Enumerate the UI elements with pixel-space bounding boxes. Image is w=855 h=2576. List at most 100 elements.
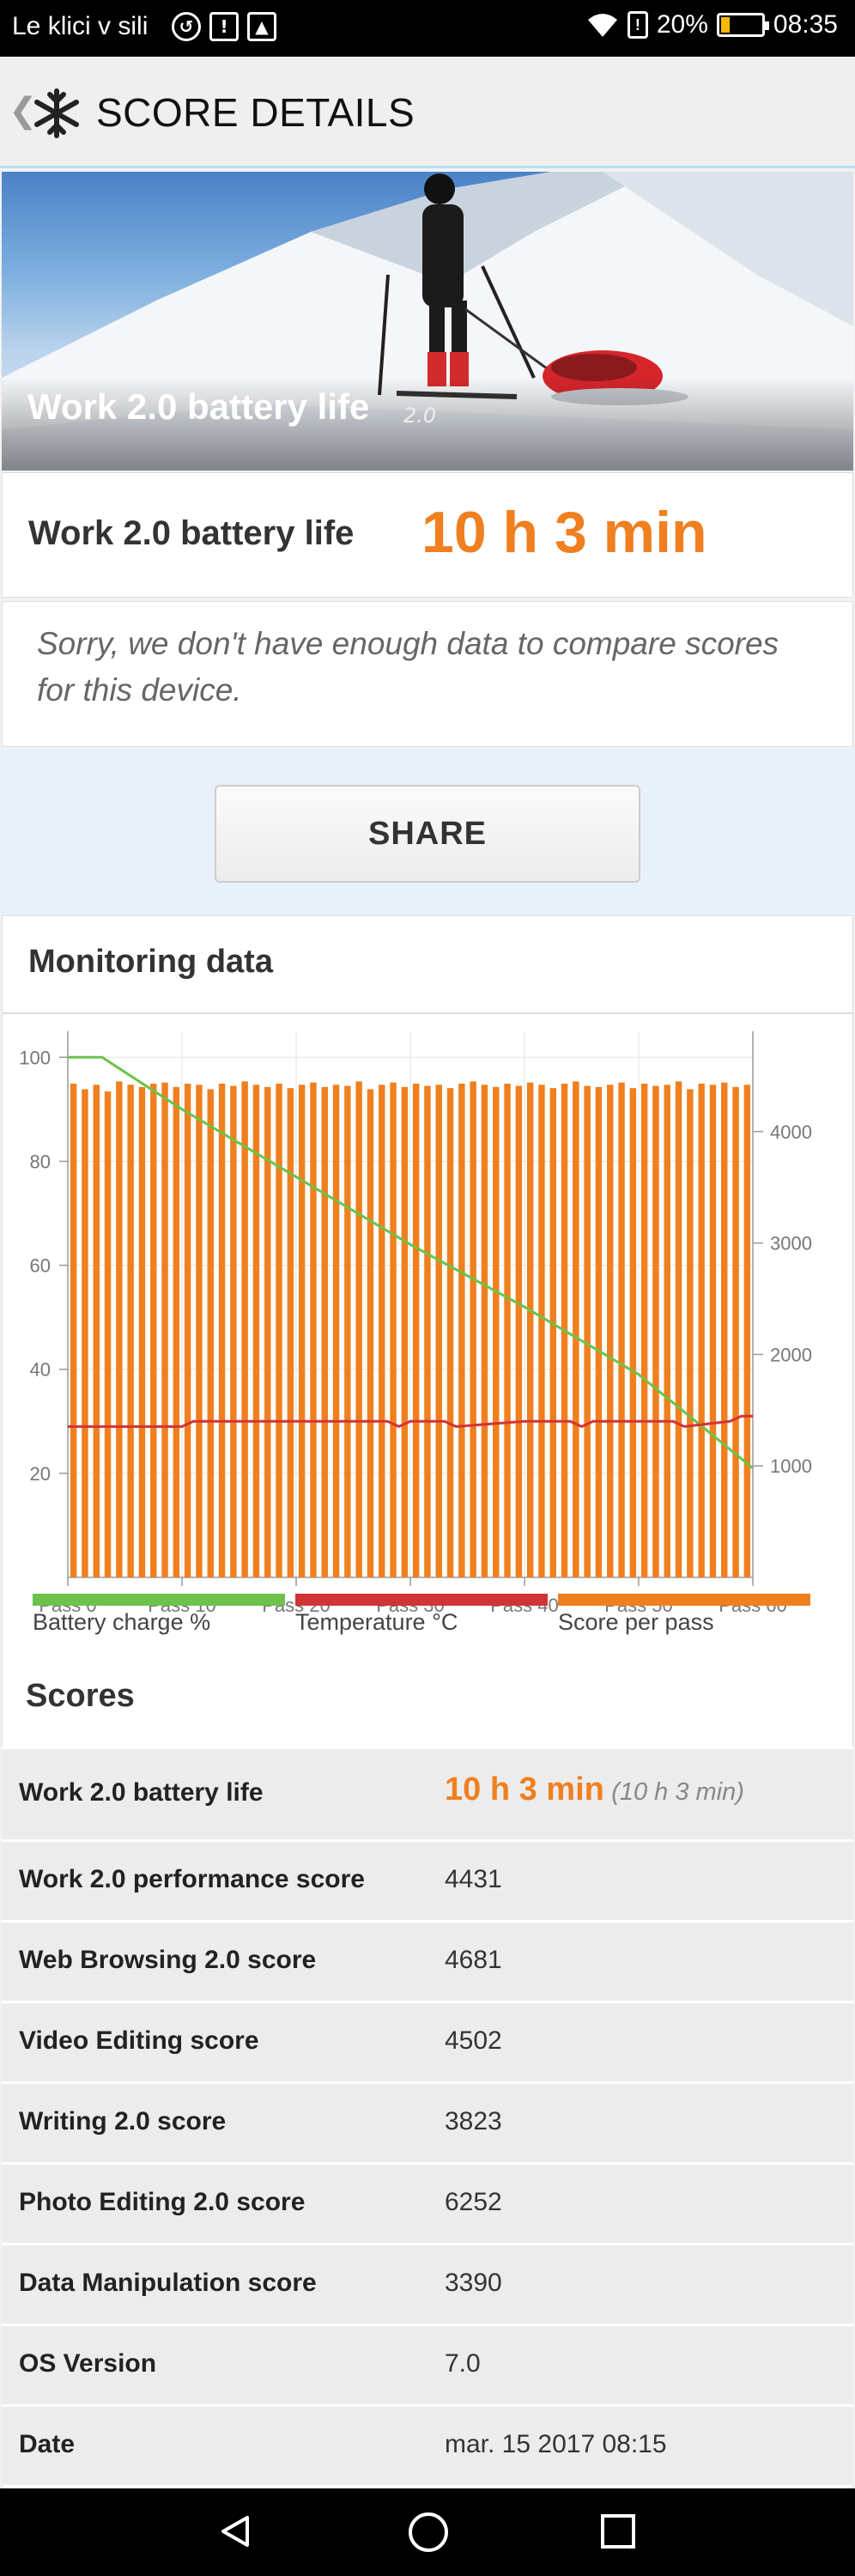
score-bar: [493, 1086, 500, 1577]
monitoring-chart: 204060801001000200030004000Pass 0Pass 10…: [19, 1031, 812, 1616]
table-row: Date mar. 15 2017 08:15: [2, 2404, 853, 2485]
score-bar: [629, 1088, 637, 1577]
score-bar: [458, 1084, 465, 1577]
notice-card: Sorry, we don't have enough data to comp…: [2, 601, 853, 747]
score-bar: [504, 1084, 511, 1577]
gallery-icon: ▲: [247, 12, 276, 41]
score-bar: [390, 1082, 397, 1577]
score-label: Video Editing score: [19, 2026, 259, 2055]
score-bar: [332, 1084, 340, 1577]
hero-image: Work 2.0 battery life 2.0: [2, 172, 853, 471]
battery-charge-line: [68, 1055, 754, 1469]
scores-title: Scores: [26, 1678, 135, 1714]
status-bar: Le klici v sili ↺ ! ▲ ! 20% 08:35: [0, 0, 855, 57]
score-bar: [367, 1089, 374, 1577]
nav-recent-icon[interactable]: [601, 2514, 635, 2549]
legend-swatch-battery: [33, 1594, 285, 1606]
score-bar: [573, 1081, 579, 1577]
score-value: mar. 15 2017 08:15: [445, 2430, 667, 2458]
score-bar: [138, 1086, 146, 1577]
score-label: Work 2.0 performance score: [19, 1865, 365, 1893]
nfc-icon: ↺: [172, 12, 201, 41]
score-bar: [538, 1084, 545, 1577]
legend-swatch-temperature: [295, 1594, 548, 1606]
right-tick-label: 2000: [770, 1344, 812, 1365]
result-label: Work 2.0 battery life: [28, 514, 355, 552]
score-bar: [401, 1086, 409, 1577]
sim-alert-icon: !: [627, 11, 648, 39]
score-label: Data Manipulation score: [19, 2269, 317, 2297]
score-bar: [470, 1081, 476, 1577]
score-bar: [664, 1084, 670, 1577]
score-bar: [584, 1085, 591, 1577]
nav-home-icon[interactable]: [409, 2512, 448, 2552]
score-bar: [173, 1086, 180, 1577]
score-bar: [618, 1082, 625, 1577]
table-row: Photo Editing 2.0 score 6252: [2, 2162, 853, 2243]
wifi-icon: [587, 14, 617, 37]
score-bar: [675, 1081, 682, 1577]
score-bar: [310, 1082, 317, 1577]
legend-item-score: Score per pass: [558, 1594, 810, 1636]
score-bar: [321, 1086, 328, 1577]
score-bar: [116, 1081, 123, 1577]
chevron-left-icon[interactable]: ❮: [9, 91, 38, 131]
score-bar: [252, 1084, 260, 1577]
score-bar: [412, 1084, 420, 1577]
score-value: 3390: [445, 2269, 502, 2297]
score-bar: [127, 1084, 134, 1577]
battery-percent: 20%: [656, 10, 708, 39]
score-bar: [196, 1084, 203, 1577]
score-bar: [721, 1082, 728, 1577]
score-bar: [355, 1081, 362, 1577]
score-bar: [607, 1084, 614, 1577]
score-value: 4681: [445, 1946, 502, 1974]
score-bar: [435, 1084, 442, 1577]
score-bar: [709, 1084, 717, 1577]
score-label: Writing 2.0 score: [19, 2107, 227, 2136]
battery-icon: [716, 13, 769, 37]
nav-back-icon[interactable]: [218, 2514, 252, 2549]
clock: 08:35: [773, 10, 838, 39]
score-bar: [743, 1084, 751, 1577]
score-bar: [287, 1088, 294, 1577]
score-label: OS Version: [19, 2349, 157, 2378]
legend-item-temperature: Temperature °C: [295, 1594, 548, 1636]
score-bar: [207, 1089, 214, 1577]
score-bar: [595, 1086, 603, 1577]
score-bar: [82, 1089, 88, 1577]
score-bar: [515, 1085, 523, 1577]
page-title: SCORE DETAILS: [96, 90, 415, 135]
legend-item-battery: Battery charge %: [33, 1594, 285, 1636]
score-bar: [298, 1084, 306, 1577]
monitoring-title: Monitoring data: [28, 944, 273, 980]
left-tick-label: 80: [30, 1151, 51, 1172]
score-bar: [344, 1085, 351, 1577]
system-nav-bar: [0, 2488, 855, 2576]
snowflake-icon[interactable]: [31, 88, 82, 139]
share-button[interactable]: SHARE: [215, 785, 640, 883]
carrier-label: Le klici v sili: [12, 12, 149, 40]
score-value: 4431: [445, 1865, 502, 1893]
score-value: 3823: [445, 2107, 502, 2136]
score-bar: [230, 1085, 237, 1577]
scores-table: Work 2.0 battery life 10 h 3 min (10 h 3…: [2, 1747, 853, 2485]
table-row: Data Manipulation score 3390: [2, 2243, 853, 2324]
score-bar: [481, 1084, 488, 1577]
score-bar: [70, 1084, 77, 1577]
share-section: SHARE: [0, 749, 855, 915]
score-bar: [549, 1088, 556, 1577]
score-bar: [732, 1086, 739, 1577]
legend-label-score: Score per pass: [558, 1609, 714, 1635]
right-tick-label: 3000: [770, 1233, 812, 1255]
sled: [543, 350, 688, 405]
battery-life-sub: (10 h 3 min): [611, 1778, 744, 1806]
score-bar: [640, 1084, 648, 1577]
left-tick-label: 20: [30, 1463, 51, 1485]
left-tick-label: 60: [30, 1255, 51, 1277]
monitoring-header: Monitoring data: [3, 916, 852, 1014]
score-bar: [687, 1089, 694, 1577]
score-label: Date: [19, 2430, 76, 2458]
left-tick-label: 100: [19, 1047, 51, 1068]
notification-icons: ↺ ! ▲: [172, 12, 276, 41]
